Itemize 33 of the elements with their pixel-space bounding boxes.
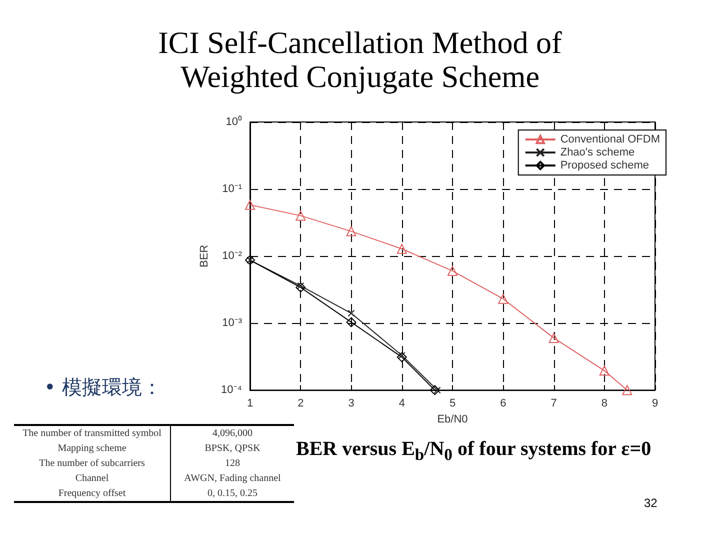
text: 0, 0.15, 0.25: [206, 487, 258, 501]
y-tick-label: 10⁻¹: [222, 183, 242, 196]
x-tick-label: 6: [500, 398, 506, 410]
x-tick-label: 4: [398, 398, 405, 410]
text: BER versus E$_{b}$/N$_{0}$ of four systems for ε=0: [296, 438, 652, 465]
y-axis-title: BER: [198, 244, 211, 268]
y-tick-label: 10⁻⁴: [221, 384, 242, 396]
text: Channel: [14, 471, 170, 486]
legend-label: Conventional OFDM: [560, 134, 660, 146]
text: AWGN, Fading channel: [183, 472, 282, 486]
y-tick-label: 10⁻²: [222, 250, 242, 262]
x-tick-label: 7: [550, 398, 557, 410]
text: 4,096,000: [212, 427, 254, 441]
x-tick-label: 2: [298, 398, 304, 410]
text: • 模擬環境：: [44, 374, 162, 401]
text: 128: [224, 457, 241, 471]
y-tick-label: 10⁰: [226, 115, 242, 128]
y-tick-label: 10⁻³: [222, 317, 242, 330]
text: BPSK, QPSK: [204, 442, 262, 456]
text: Frequency offset: [14, 486, 170, 502]
x-tick-label: 3: [348, 398, 354, 410]
x-tick-label: 1: [246, 398, 254, 410]
legend-label: Proposed scheme: [560, 160, 650, 172]
legend-label: Zhao's scheme: [560, 146, 635, 158]
x-axis-title: Eb/N0: [437, 414, 468, 426]
text: Mapping scheme: [14, 441, 170, 456]
x-tick-label: 9: [652, 398, 658, 410]
text: 32: [644, 496, 658, 510]
chart-title: ICI Self-Cancellation Method of Weighted Conjugate Scheme: [157, 25, 563, 94]
text: The number of subcarriers: [14, 456, 170, 471]
text: The number of transmitted symbol: [14, 425, 170, 441]
x-tick-label: 5: [449, 398, 456, 410]
x-tick-label: 8: [601, 398, 608, 410]
